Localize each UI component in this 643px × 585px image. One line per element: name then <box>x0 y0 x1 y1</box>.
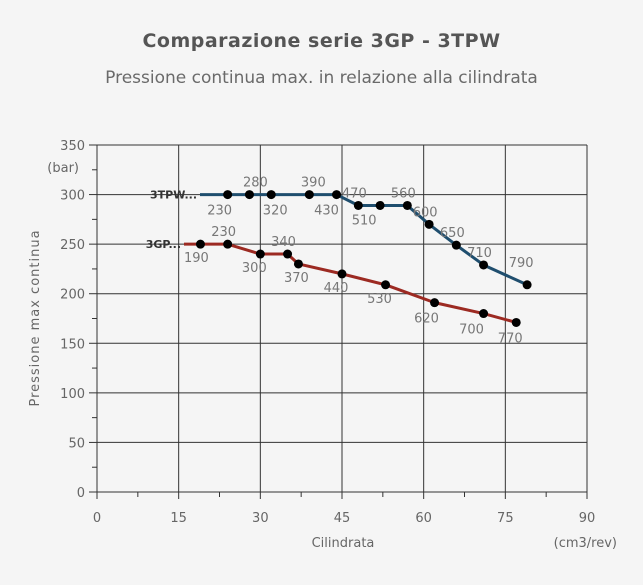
data-label: 470 <box>342 186 367 201</box>
data-label: 510 <box>352 213 377 228</box>
data-point <box>293 259 303 269</box>
data-point <box>353 200 363 210</box>
data-point <box>430 298 440 308</box>
series-line <box>200 242 517 324</box>
data-label: 390 <box>301 176 326 191</box>
data-point <box>479 260 489 270</box>
data-point <box>522 280 532 290</box>
data-label: 440 <box>324 281 349 296</box>
data-point <box>223 239 233 249</box>
data-label: 320 <box>263 204 288 219</box>
data-label: 280 <box>243 176 268 191</box>
data-point <box>451 240 461 250</box>
x-tick-label: 45 <box>334 511 351 526</box>
data-point <box>511 317 521 327</box>
chart-subtitle: Pressione continua max. in relazione all… <box>105 68 538 88</box>
data-label: 230 <box>211 225 236 240</box>
data-label: 700 <box>459 323 484 338</box>
y-tick-label: 50 <box>68 436 85 451</box>
x-tick-label: 60 <box>415 511 432 526</box>
y-tick-label: 250 <box>60 238 85 253</box>
axis-layer: 0 50 100 150 200 250 300 350 0 15 30 45 60 75 90 <box>60 139 595 526</box>
x-tick-label: 0 <box>93 511 101 526</box>
x-tick-label: 75 <box>497 511 514 526</box>
x-axis-label: Cilindrata <box>312 536 375 551</box>
data-label: 190 <box>184 251 209 266</box>
data-label: 300 <box>242 261 267 276</box>
data-point <box>337 269 347 279</box>
data-label: 790 <box>509 256 534 271</box>
data-label: 530 <box>367 292 392 307</box>
data-point <box>266 190 276 200</box>
data-label: 770 <box>498 331 523 346</box>
data-point <box>375 200 385 210</box>
data-label: 340 <box>271 235 296 250</box>
data-point <box>332 190 342 200</box>
data-point <box>255 249 265 259</box>
y-tick-label: 350 <box>60 139 85 154</box>
x-tick-label: 15 <box>170 511 187 526</box>
y-tick-label: 100 <box>60 387 85 402</box>
y-tick-label: 150 <box>60 337 85 352</box>
data-label: 710 <box>467 246 492 261</box>
data-label: 430 <box>314 204 339 219</box>
data-point <box>195 239 205 249</box>
data-point <box>479 309 489 319</box>
y-axis-unit: (bar) <box>47 161 79 176</box>
grid-layer <box>97 144 588 492</box>
data-label: 370 <box>284 271 309 286</box>
data-label: 560 <box>391 186 416 201</box>
data-label: 650 <box>440 226 465 241</box>
data-point <box>304 190 314 200</box>
y-tick-label: 200 <box>60 288 85 303</box>
series-name-label: 3TPW... <box>150 189 197 202</box>
data-label: 620 <box>414 312 439 327</box>
data-point <box>244 190 254 200</box>
y-tick-label: 300 <box>60 189 85 204</box>
x-tick-label: 90 <box>579 511 596 526</box>
data-point <box>402 200 412 210</box>
chart-title: Comparazione serie 3GP - 3TPW <box>142 30 501 52</box>
y-tick-label: 0 <box>77 486 85 501</box>
data-point <box>283 249 293 259</box>
data-label: 600 <box>413 205 438 220</box>
y-axis-label: Pressione max continua <box>28 229 43 406</box>
data-label: 230 <box>207 204 232 219</box>
data-point <box>424 219 434 229</box>
data-point <box>223 190 233 200</box>
data-point <box>381 280 391 290</box>
x-tick-label: 30 <box>252 511 269 526</box>
x-axis-unit: (cm3/rev) <box>554 536 617 551</box>
series-name-label: 3GP... <box>146 238 181 251</box>
